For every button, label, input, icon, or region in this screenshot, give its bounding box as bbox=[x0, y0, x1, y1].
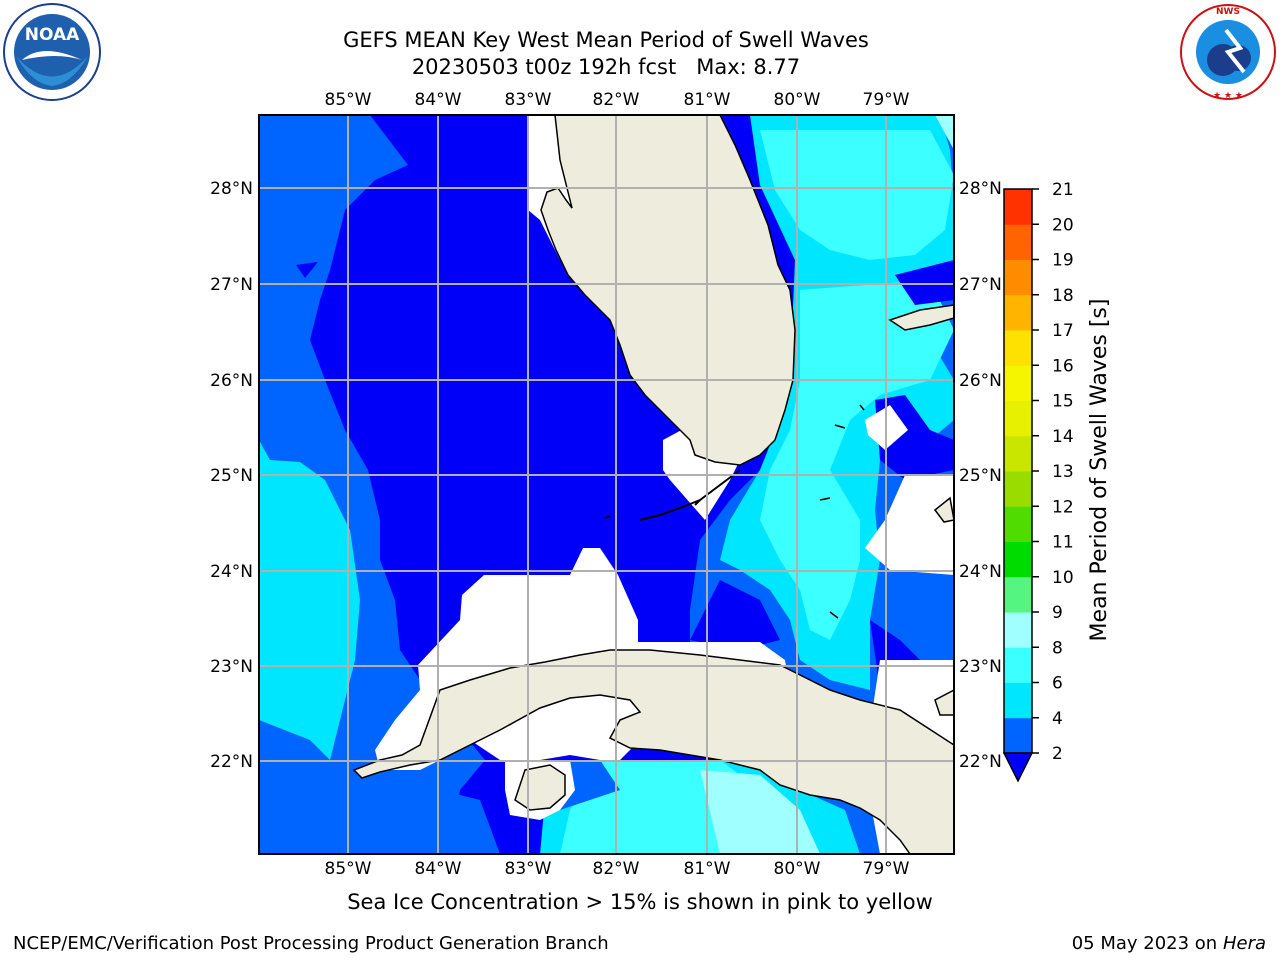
lat-label-left: 27°N bbox=[210, 275, 253, 295]
lat-label-right: 23°N bbox=[959, 657, 1002, 677]
colorbar-tick-label: 20 bbox=[1052, 215, 1074, 235]
colorbar-tick-label: 8 bbox=[1052, 638, 1063, 658]
lon-label-bottom: 80°W bbox=[774, 859, 821, 879]
map-frame bbox=[258, 114, 955, 855]
lat-label-right: 27°N bbox=[959, 275, 1002, 295]
colorbar-tick-label: 10 bbox=[1052, 568, 1074, 588]
lon-label-top: 85°W bbox=[325, 90, 372, 110]
colorbar-swatch bbox=[1004, 400, 1032, 437]
florida-keys bbox=[604, 469, 741, 521]
colorbar-swatch bbox=[1004, 435, 1032, 472]
lat-labels-right: 28°N 27°N 26°N 25°N 24°N 23°N 22°N bbox=[959, 179, 1002, 772]
nws-logo: NWS ★ ★ ★ bbox=[1180, 4, 1276, 101]
florida-land bbox=[540, 115, 796, 466]
lat-labels-left: 28°N 27°N 26°N 25°N 24°N 23°N 22°N bbox=[210, 179, 253, 772]
footer-date-text: 05 May 2023 on bbox=[1071, 933, 1218, 954]
lon-label-top: 82°W bbox=[593, 90, 640, 110]
colorbar-swatch bbox=[1004, 612, 1032, 648]
colorbar-tick-label: 9 bbox=[1052, 603, 1063, 623]
lat-label-left: 23°N bbox=[210, 657, 253, 677]
sea-ice-note: Sea Ice Concentration > 15% is shown in … bbox=[347, 890, 933, 914]
footer-branch: NCEP/EMC/Verification Post Processing Pr… bbox=[13, 933, 609, 954]
lat-label-left: 25°N bbox=[210, 466, 253, 486]
colorbar-tick-label: 12 bbox=[1052, 497, 1074, 517]
swell-band-6-8-east bbox=[760, 130, 954, 260]
lat-label-left: 22°N bbox=[210, 752, 253, 772]
lon-label-bottom: 84°W bbox=[415, 859, 462, 879]
map-area bbox=[259, 115, 954, 854]
cuba-land bbox=[352, 649, 954, 854]
map-title-line1: GEFS MEAN Key West Mean Period of Swell … bbox=[343, 28, 869, 52]
lon-label-top: 83°W bbox=[505, 90, 552, 110]
lon-label-top: 80°W bbox=[774, 90, 821, 110]
colorbar-extend-triangle bbox=[1002, 752, 1034, 783]
colorbar-swatch bbox=[1004, 576, 1032, 613]
svg-text:★ ★ ★: ★ ★ ★ bbox=[1213, 91, 1243, 101]
colorbar-swatch bbox=[1004, 471, 1032, 507]
noaa-logo-text: NOAA bbox=[25, 25, 80, 45]
bahamas-land bbox=[888, 304, 954, 331]
lon-label-bottom: 83°W bbox=[505, 859, 552, 879]
colorbar-tick-label: 16 bbox=[1052, 356, 1074, 376]
lat-label-left: 24°N bbox=[210, 562, 253, 582]
swell-band-4-6-west bbox=[259, 440, 360, 760]
colorbar-swatch bbox=[1004, 717, 1032, 754]
colorbar-swatch bbox=[1004, 294, 1032, 331]
lon-label-bottom: 82°W bbox=[593, 859, 640, 879]
lat-label-left: 26°N bbox=[210, 371, 253, 391]
lon-label-top: 79°W bbox=[863, 90, 910, 110]
lon-label-top: 84°W bbox=[415, 90, 462, 110]
colorbar-tick-label: 4 bbox=[1052, 709, 1063, 729]
colorbar-swatch bbox=[1004, 224, 1032, 260]
colorbar-tick-label: 13 bbox=[1052, 462, 1074, 482]
lat-label-right: 22°N bbox=[959, 752, 1002, 772]
colorbar-swatch bbox=[1004, 259, 1032, 296]
lon-label-bottom: 79°W bbox=[863, 859, 910, 879]
swell-band-8-9-south bbox=[700, 770, 820, 854]
colorbar-swatch bbox=[1004, 541, 1032, 578]
colorbar-tick-label: 14 bbox=[1052, 427, 1074, 447]
colorbar-label: Mean Period of Swell Waves [s] bbox=[1087, 299, 1112, 642]
lat-label-right: 24°N bbox=[959, 562, 1002, 582]
lat-label-right: 26°N bbox=[959, 371, 1002, 391]
footer-date: 05 May 2023 on Hera bbox=[1072, 933, 1266, 954]
colorbar: 2 4 6 8 9 10 11 12 13 14 15 16 17 18 19 20 21 bbox=[1002, 180, 1074, 783]
colorbar-swatch bbox=[1004, 189, 1032, 225]
lon-label-top: 81°W bbox=[684, 90, 731, 110]
colorbar-tick-label: 6 bbox=[1052, 674, 1063, 694]
lon-labels-bottom: 85°W 84°W 83°W 82°W 81°W 80°W 79°W bbox=[325, 859, 910, 879]
lon-labels-top: 85°W 84°W 83°W 82°W 81°W 80°W 79°W bbox=[325, 90, 910, 110]
colorbar-tick-label: 19 bbox=[1052, 251, 1074, 271]
footer-host: Hera bbox=[1222, 933, 1266, 954]
lat-label-right: 25°N bbox=[959, 466, 1002, 486]
colorbar-swatch bbox=[1004, 365, 1032, 401]
colorbar-tick-label: 18 bbox=[1052, 286, 1074, 306]
colorbar-tick-label: 21 bbox=[1052, 180, 1074, 200]
colorbar-tick-label: 11 bbox=[1052, 533, 1074, 553]
lat-label-left: 28°N bbox=[210, 179, 253, 199]
colorbar-swatch bbox=[1004, 682, 1032, 719]
lon-label-bottom: 81°W bbox=[684, 859, 731, 879]
colorbar-tick-label: 2 bbox=[1052, 744, 1063, 764]
colorbar-swatch bbox=[1004, 506, 1032, 542]
lat-label-right: 28°N bbox=[959, 179, 1002, 199]
lon-label-bottom: 85°W bbox=[325, 859, 372, 879]
noaa-logo: NOAA bbox=[3, 3, 101, 101]
colorbar-swatch bbox=[1004, 647, 1032, 683]
colorbar-tick-label: 15 bbox=[1052, 392, 1074, 412]
colorbar-tick-label: 17 bbox=[1052, 321, 1074, 341]
map-gridlines bbox=[259, 115, 954, 854]
colorbar-swatch bbox=[1004, 330, 1032, 366]
nws-logo-text: NWS bbox=[1216, 7, 1240, 17]
map-title-line2: 20230503 t00z 192h fcst Max: 8.77 bbox=[411, 55, 801, 79]
